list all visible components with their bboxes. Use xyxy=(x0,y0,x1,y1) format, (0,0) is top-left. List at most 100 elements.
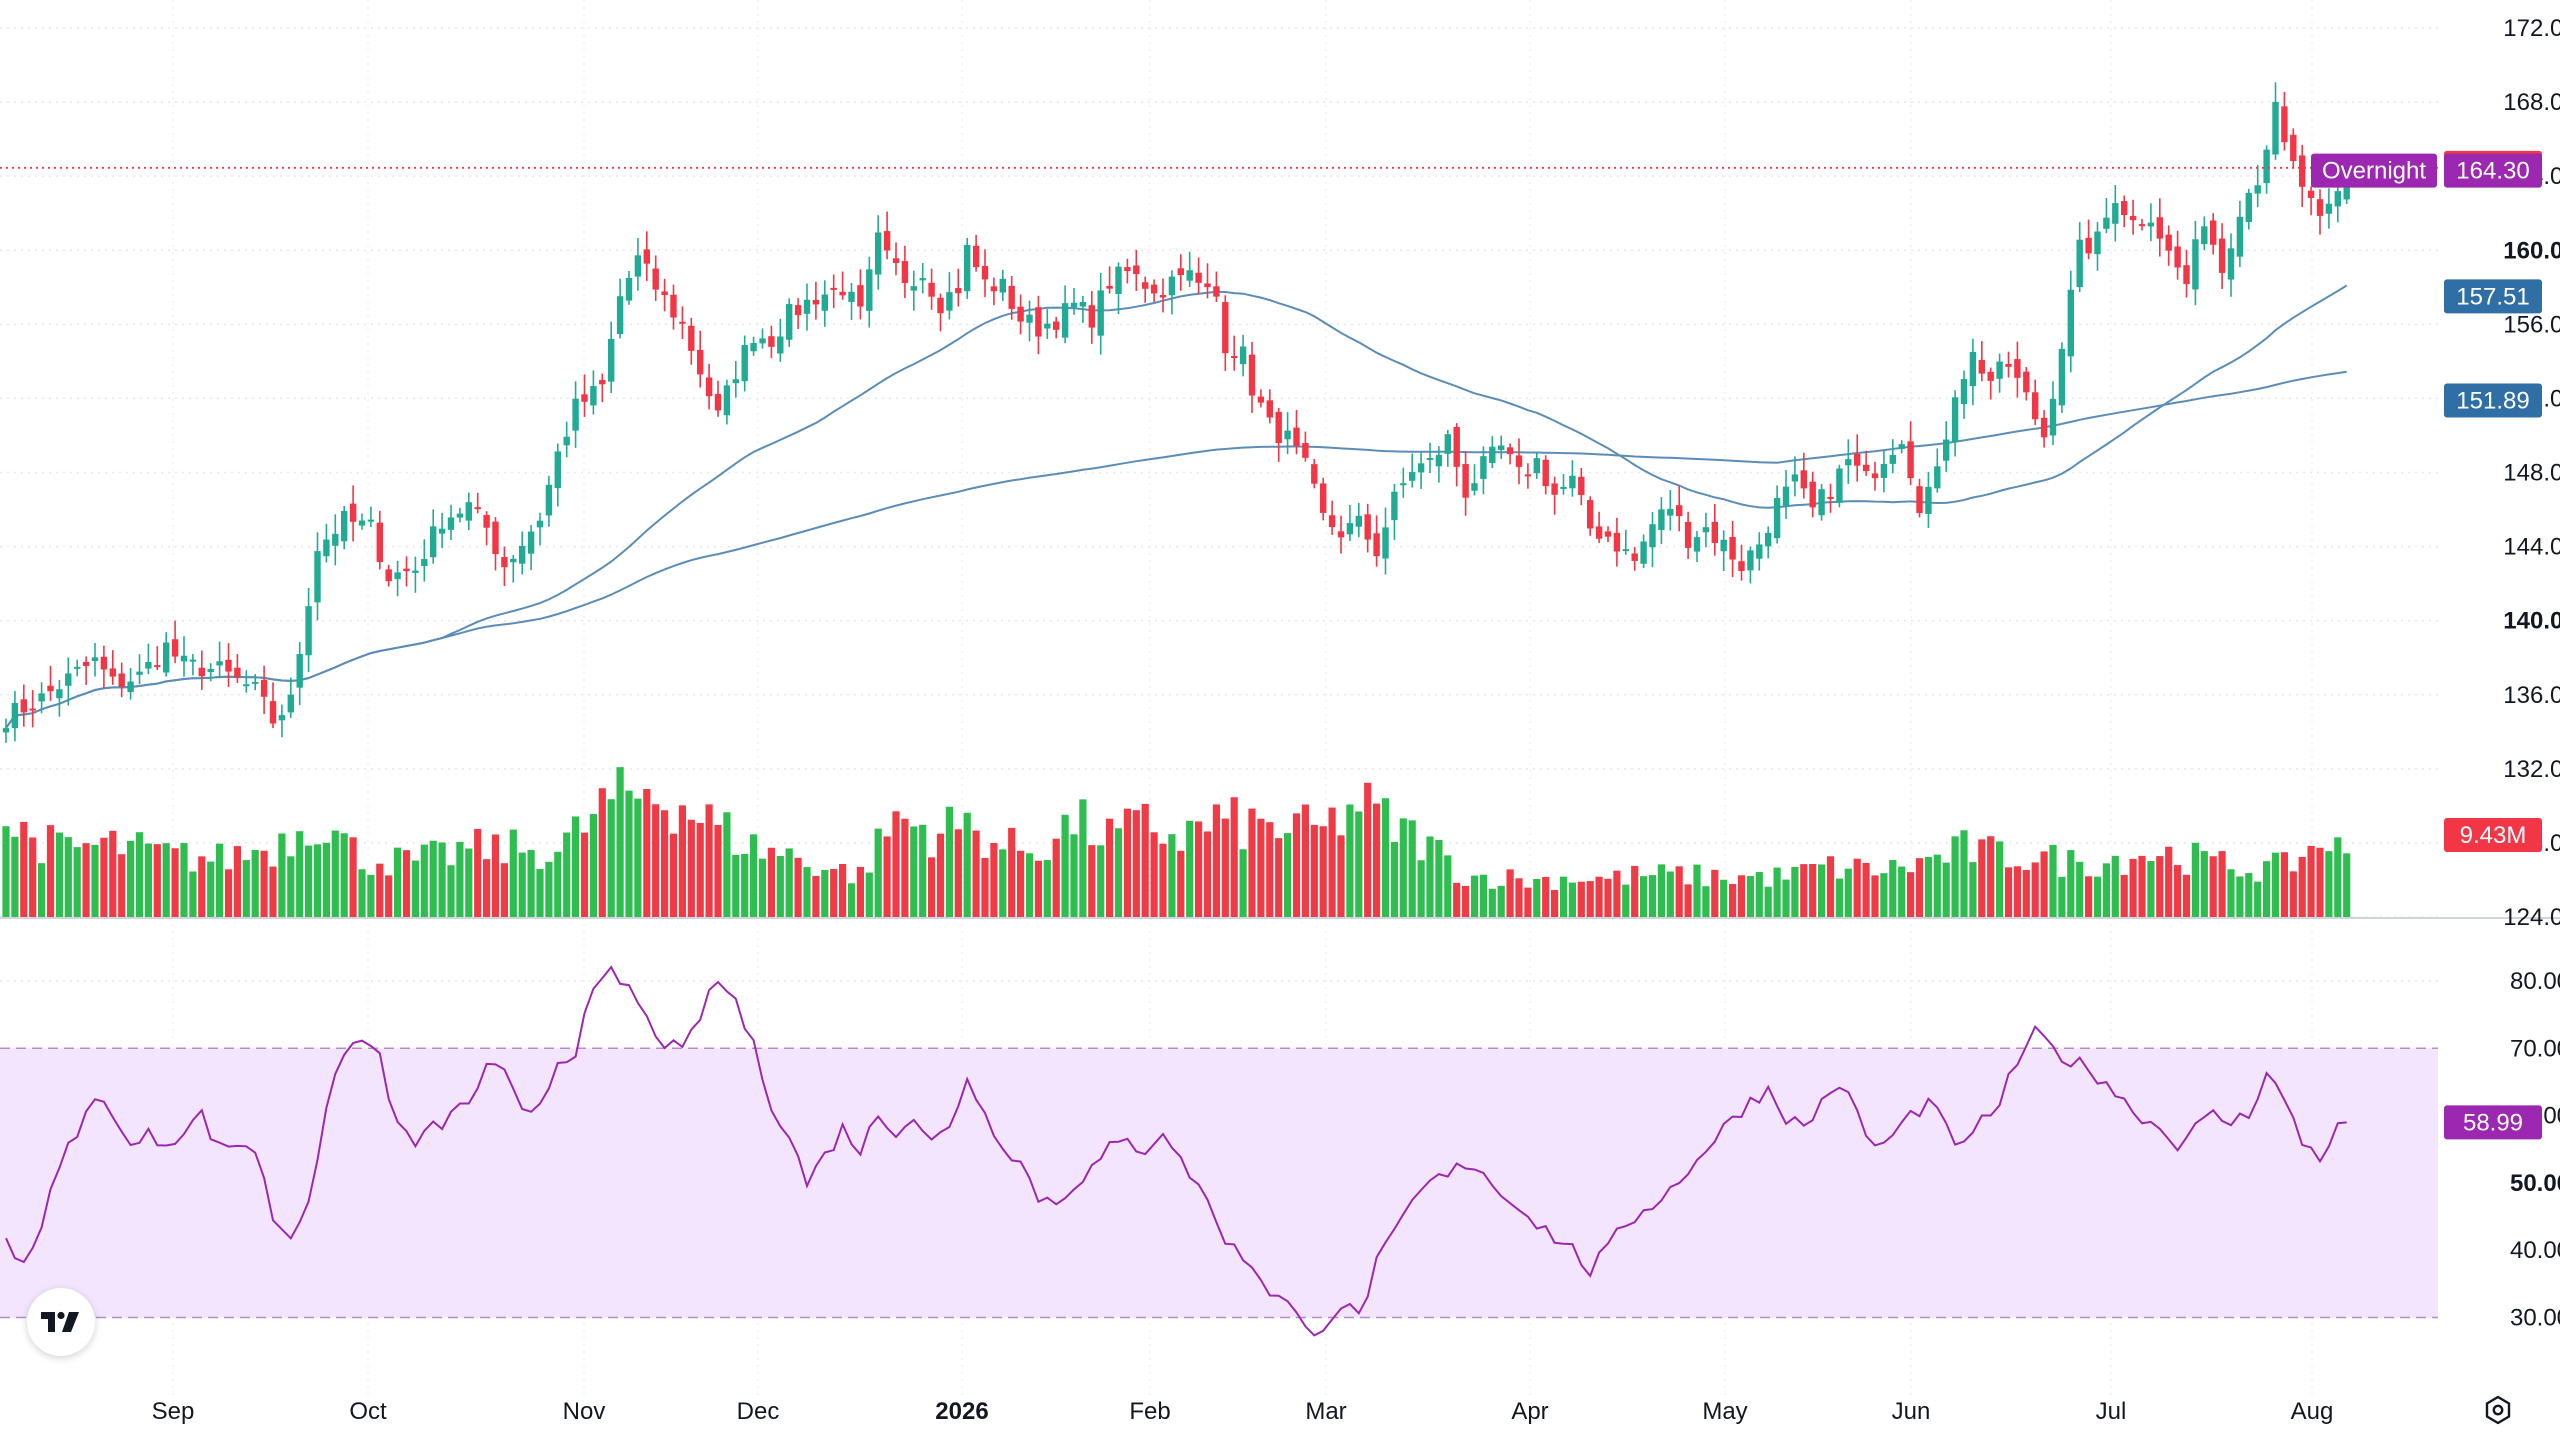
candle-body xyxy=(1533,458,1540,474)
volume-bar xyxy=(1978,839,1986,917)
candle-body xyxy=(1106,285,1113,289)
volume-bar xyxy=(1043,860,1051,917)
volume-bar xyxy=(572,816,580,917)
volume-bar xyxy=(1470,875,1479,917)
candle-body xyxy=(2156,217,2163,239)
volume-bar xyxy=(1364,782,1372,917)
volume-bar xyxy=(224,869,233,917)
volume-bar xyxy=(1275,838,1283,917)
volume-bar xyxy=(385,875,393,917)
candle-body xyxy=(1133,265,1140,275)
volume-bar xyxy=(207,861,215,917)
candle-body xyxy=(216,661,223,666)
candle-body xyxy=(2299,155,2306,187)
volume-bar xyxy=(171,848,179,917)
volume-bar xyxy=(1301,804,1309,917)
volume-bar xyxy=(1390,841,1398,917)
candle-body xyxy=(1489,446,1496,464)
candle-body xyxy=(1053,321,1060,330)
candle-body xyxy=(1355,515,1362,527)
volume-bar xyxy=(839,863,847,917)
candle-body xyxy=(1791,474,1799,482)
candle-body xyxy=(1213,286,1220,297)
candle-body xyxy=(990,286,998,292)
candle-body xyxy=(278,715,286,721)
volume-bar xyxy=(812,875,820,917)
volume-bar xyxy=(580,832,589,917)
candle-body xyxy=(741,345,748,382)
volume-bar xyxy=(305,845,313,917)
candle-body xyxy=(2290,134,2297,162)
candle-body xyxy=(412,570,419,573)
candle-body xyxy=(349,503,357,522)
volume-bar xyxy=(794,857,802,917)
volume-bar xyxy=(1462,885,1470,917)
volume-bar xyxy=(2218,851,2226,917)
candle-body xyxy=(616,296,624,335)
volume-bar xyxy=(847,883,856,917)
volume-bar xyxy=(1079,799,1087,917)
candle-body xyxy=(875,232,882,275)
candle-body xyxy=(2121,201,2128,216)
candle-body xyxy=(127,681,134,693)
candle-body xyxy=(1239,346,1247,365)
candle-body xyxy=(456,513,464,518)
volume-bar xyxy=(1230,797,1238,917)
volume-bar xyxy=(1497,885,1505,917)
volume-bar xyxy=(1373,803,1381,917)
candle-body xyxy=(1889,454,1896,464)
candle-body xyxy=(1008,285,1015,309)
volume-bar xyxy=(278,833,286,917)
candle-body xyxy=(1435,454,1443,467)
candle-body xyxy=(634,255,642,277)
candle-body xyxy=(118,673,125,687)
candle-body xyxy=(2218,238,2226,273)
price-axis-label: 172.00 xyxy=(2503,15,2560,42)
volume-bar xyxy=(1203,831,1212,917)
candle-body xyxy=(1159,295,1167,298)
volume-bar xyxy=(29,837,37,917)
candle-body xyxy=(260,679,268,697)
candle-body xyxy=(1978,359,1985,374)
volume-bar xyxy=(1640,876,1648,917)
candle-body xyxy=(2005,364,2012,367)
candle-body xyxy=(732,379,739,384)
volume-bar xyxy=(100,837,108,917)
candle-body xyxy=(1773,497,1781,539)
candle-body xyxy=(234,667,241,678)
volume-bar xyxy=(1426,836,1434,917)
candle-body xyxy=(341,510,348,542)
candle-body xyxy=(1996,361,2003,379)
settings-gear-icon[interactable] xyxy=(2480,1392,2516,1428)
volume-bar xyxy=(2085,876,2093,917)
volume-bar xyxy=(2004,867,2013,917)
candle-body xyxy=(910,286,917,291)
candle-body xyxy=(723,385,731,416)
candle-body xyxy=(358,520,366,526)
candle-body xyxy=(1738,561,1745,571)
volume-bar xyxy=(1755,872,1763,917)
volume-bar xyxy=(91,844,99,917)
candle-body xyxy=(1756,544,1763,559)
candle-body xyxy=(225,659,232,672)
volume-bar xyxy=(11,836,19,917)
candle-body xyxy=(1827,496,1834,499)
volume-bar xyxy=(1604,878,1612,917)
rsi-axis-label: 30.00 xyxy=(2510,1305,2560,1332)
tradingview-logo-icon[interactable] xyxy=(27,1288,95,1356)
candle-body xyxy=(803,299,811,314)
volume-bar xyxy=(1666,871,1674,917)
volume-bar xyxy=(910,826,918,917)
candle-body xyxy=(1311,464,1318,484)
volume-bar xyxy=(1835,878,1843,917)
candle-body xyxy=(1862,464,1870,472)
candle-body xyxy=(679,321,686,324)
candle-body xyxy=(2049,398,2057,436)
candle-body xyxy=(1079,301,1087,307)
volume-bar xyxy=(554,851,562,917)
candle-body xyxy=(207,668,214,673)
candle-body xyxy=(1604,531,1612,537)
rsi-axis-label: 80.00 xyxy=(2510,968,2560,995)
volume-bar xyxy=(2325,851,2333,917)
